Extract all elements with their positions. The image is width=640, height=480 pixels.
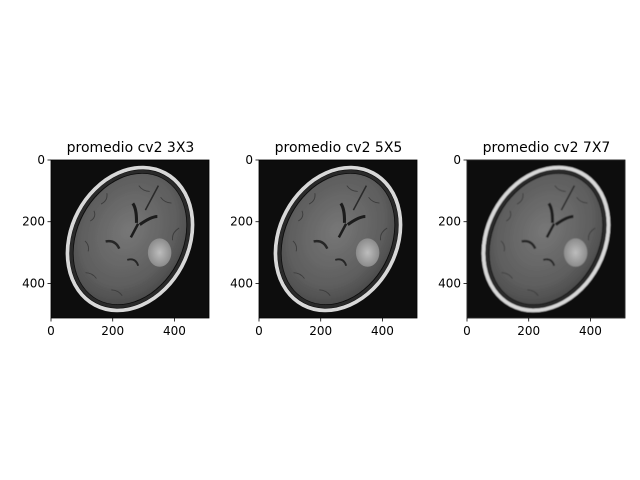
y-tick-label: 200 <box>438 215 461 229</box>
y-tick-label: 200 <box>230 215 253 229</box>
mri-image-1 <box>51 160 209 318</box>
y-tick-label: 0 <box>453 153 461 167</box>
x-tick-label: 400 <box>579 324 602 338</box>
x-tick-label: 0 <box>47 324 55 338</box>
x-axis-2: 0 200 400 <box>255 318 394 338</box>
x-tick-label: 200 <box>309 324 332 338</box>
y-tick-label: 0 <box>245 153 253 167</box>
y-tick-label: 400 <box>22 276 45 290</box>
x-tick-label: 200 <box>101 324 124 338</box>
mri-image-3 <box>467 160 625 318</box>
x-tick-label: 0 <box>255 324 263 338</box>
y-tick-label: 200 <box>22 215 45 229</box>
panel-3: promedio cv2 7X7 0 200 400 0 200 400 <box>438 140 626 338</box>
y-tick-label: 0 <box>37 153 45 167</box>
x-tick-label: 0 <box>463 324 471 338</box>
panel-title-2: promedio cv2 5X5 <box>275 140 403 156</box>
y-axis-1: 0 200 400 <box>22 153 51 290</box>
x-tick-label: 200 <box>517 324 540 338</box>
panel-title-3: promedio cv2 7X7 <box>483 140 611 156</box>
x-axis-3: 0 200 400 <box>463 318 602 338</box>
panel-title-1: promedio cv2 3X3 <box>67 140 195 156</box>
y-axis-2: 0 200 400 <box>230 153 259 290</box>
y-axis-3: 0 200 400 <box>438 153 467 290</box>
x-axis-1: 0 200 400 <box>47 318 186 338</box>
y-tick-label: 400 <box>438 276 461 290</box>
panel-2: promedio cv2 5X5 0 200 400 0 200 400 <box>230 140 418 338</box>
mri-image-2 <box>259 160 417 318</box>
y-tick-label: 400 <box>230 276 253 290</box>
panel-1: promedio cv2 3X3 0 200 400 0 200 400 <box>22 140 210 338</box>
x-tick-label: 400 <box>371 324 394 338</box>
x-tick-label: 400 <box>163 324 186 338</box>
